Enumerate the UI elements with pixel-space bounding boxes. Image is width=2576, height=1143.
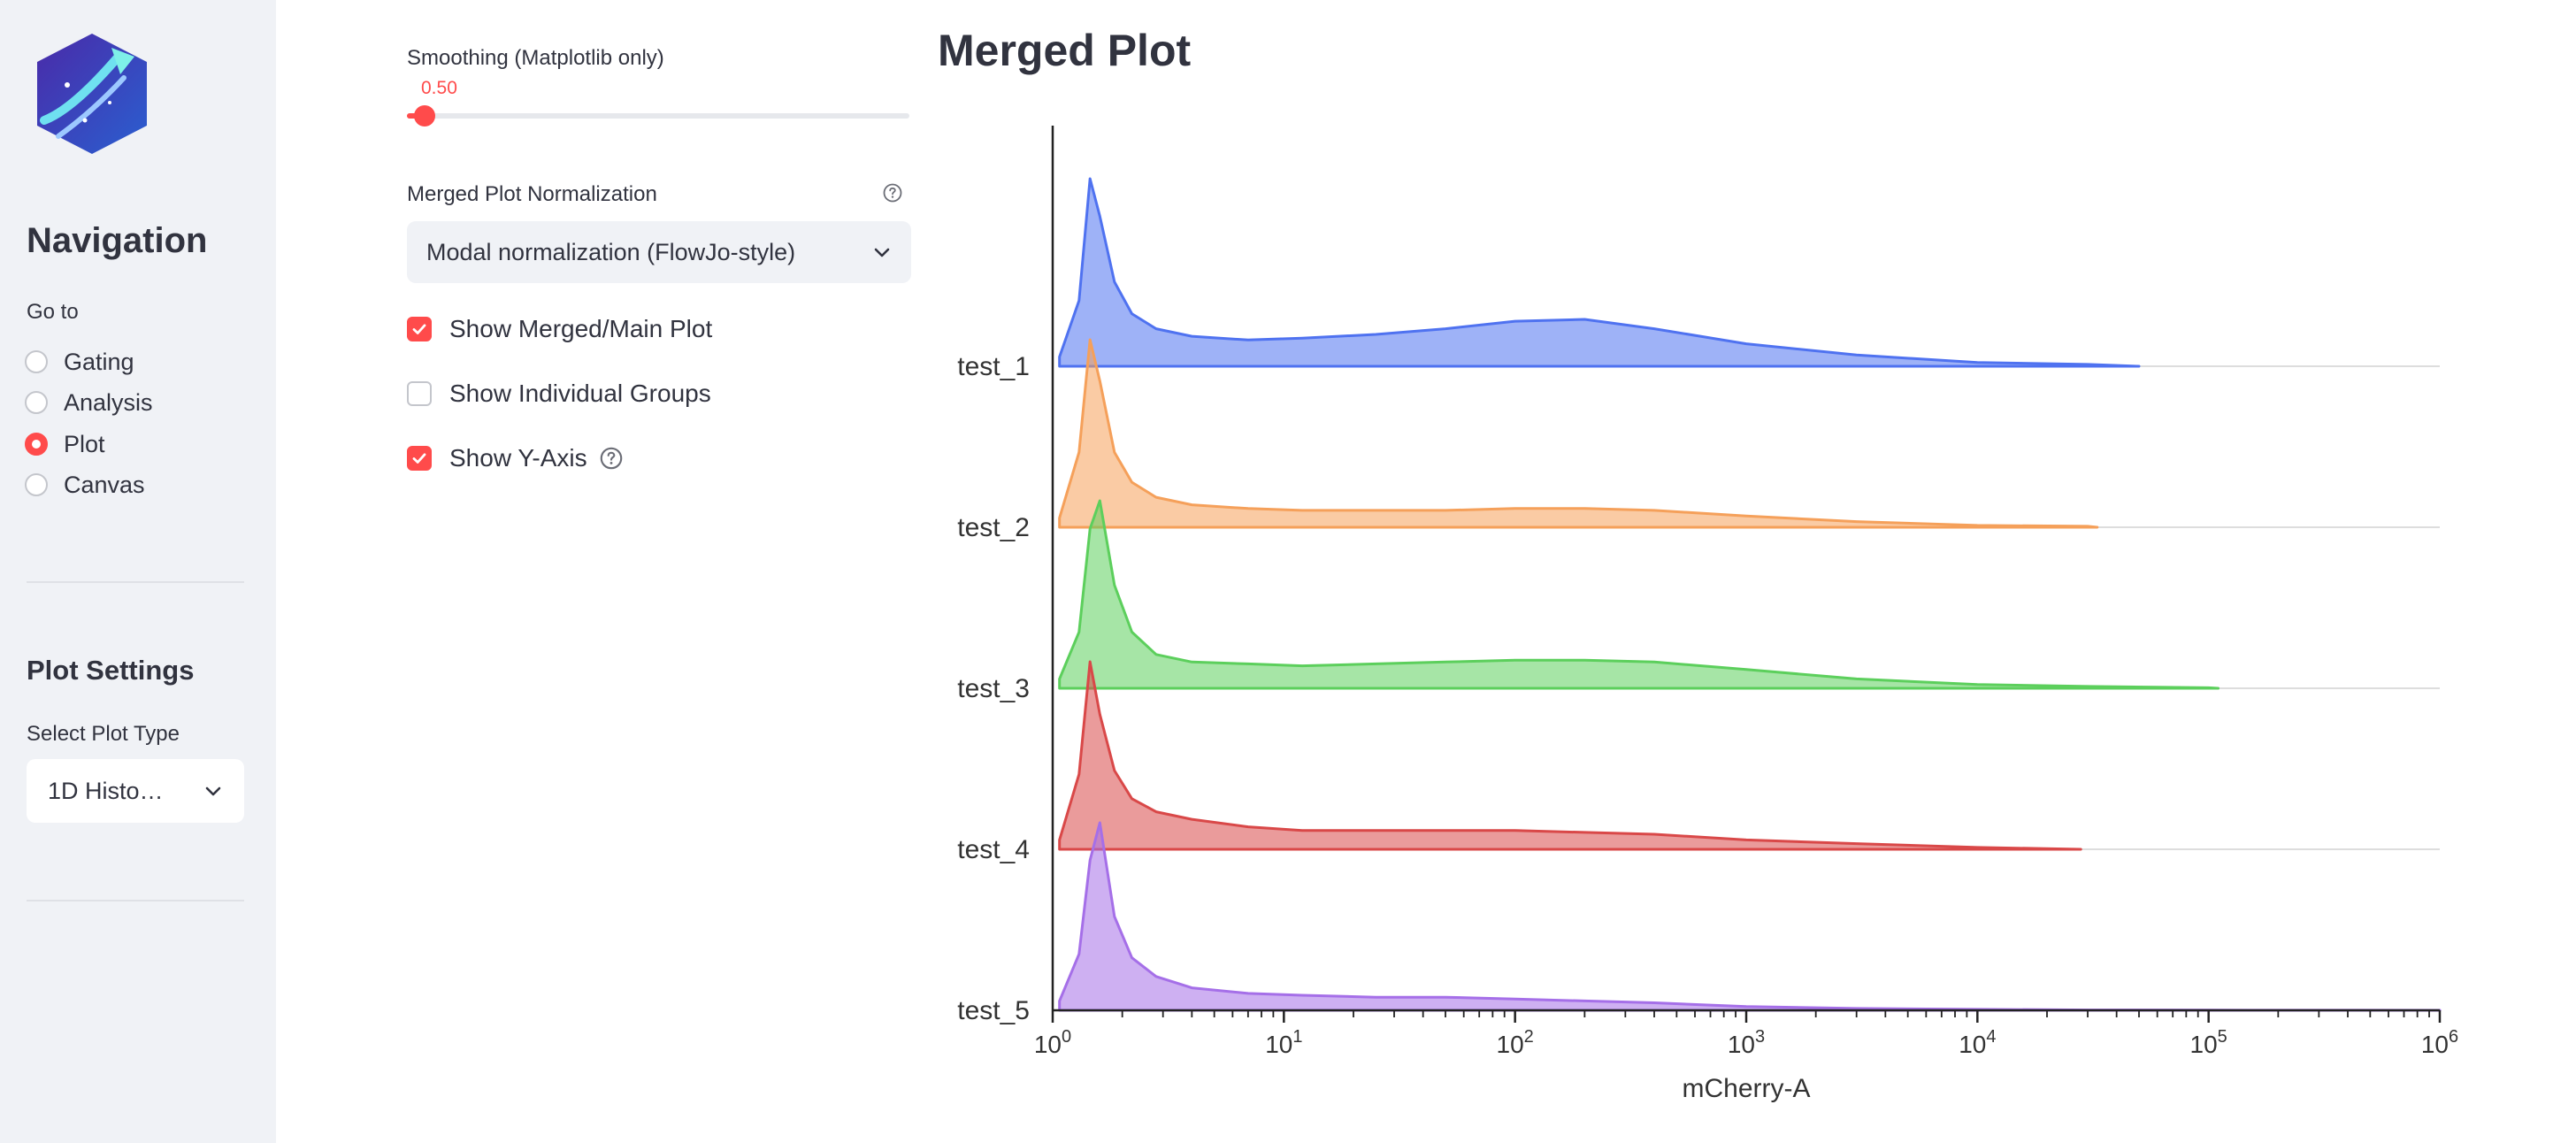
x-tick-label: 102 <box>1497 1027 1534 1058</box>
series-area <box>1058 338 2099 529</box>
normalization-label: Merged Plot Normalization <box>407 182 657 206</box>
app-logo <box>37 34 147 154</box>
normalization-value: Modal normalization (FlowJo-style) <box>426 238 796 265</box>
question-circle-icon[interactable] <box>600 447 623 470</box>
smoothing-slider[interactable] <box>407 105 909 127</box>
smoothing-label: Smoothing (Matplotlib only) <box>407 46 664 70</box>
series-label: test_2 <box>957 513 1030 542</box>
series-area <box>1058 177 2141 368</box>
series-label: test_3 <box>957 674 1030 703</box>
plot-settings-title: Plot Settings <box>27 655 195 686</box>
nav-radio-label: Canvas <box>64 471 145 498</box>
x-tick-label: 101 <box>1265 1027 1302 1058</box>
checkbox-label: Show Merged/Main Plot <box>449 315 713 342</box>
series-test_4: test_4 <box>957 660 2440 864</box>
series-label: test_5 <box>957 996 1030 1025</box>
series-area <box>1058 821 2442 1012</box>
series-label: test_4 <box>957 835 1030 864</box>
x-tick-label: 100 <box>1034 1027 1071 1058</box>
checkbox-unchecked[interactable] <box>407 381 432 406</box>
plot-type-value: 1D Histo… <box>48 777 164 804</box>
sidebar-divider <box>27 900 244 901</box>
series-label: test_1 <box>957 352 1030 381</box>
series-test_5: test_5 <box>957 821 2442 1025</box>
checkbox-label: Show Individual Groups <box>449 380 711 407</box>
checkbox-checked[interactable] <box>407 317 432 341</box>
select-plot-type-label: Select Plot Type <box>27 722 180 746</box>
sidebar-divider <box>27 581 244 583</box>
check-icon <box>412 324 426 334</box>
plot-type-select[interactable]: 1D Histo… <box>27 759 244 823</box>
normalization-select[interactable]: Modal normalization (FlowJo-style) <box>407 221 911 283</box>
nav-radio-canvas[interactable]: Canvas <box>25 467 145 502</box>
radio-circle[interactable] <box>25 391 48 414</box>
merged-histogram-chart: test_1 test_2 test_3 test_4 test_5 100 101 102… <box>957 126 2458 1103</box>
x-axis-label: mCherry-A <box>1682 1074 1810 1103</box>
checkbox-checked[interactable] <box>407 446 432 471</box>
x-tick-label: 106 <box>2421 1027 2458 1058</box>
series-layer: test_1 test_2 test_3 test_4 test_5 <box>957 177 2442 1025</box>
question-circle-icon[interactable] <box>883 183 902 203</box>
series-test_2: test_2 <box>957 338 2440 542</box>
show-merged-checkbox[interactable]: Show Merged/Main Plot <box>407 311 712 347</box>
goto-label: Go to <box>27 300 79 324</box>
nav-radio-label: Gating <box>64 348 134 375</box>
series-area <box>1058 499 2220 690</box>
nav-radio-label: Analysis <box>64 388 153 416</box>
check-icon <box>412 453 426 464</box>
radio-circle[interactable] <box>25 473 48 496</box>
sidebar: Navigation Go to Gating Analysis Plot Ca… <box>0 0 276 1143</box>
plot-title: Merged Plot <box>938 26 1192 75</box>
series-area <box>1058 660 2082 851</box>
slider-thumb[interactable] <box>413 105 435 127</box>
series-test_3: test_3 <box>957 499 2440 703</box>
x-tick-label: 104 <box>1959 1027 1996 1058</box>
radio-circle-selected[interactable] <box>25 433 48 456</box>
show-individual-checkbox[interactable]: Show Individual Groups <box>407 376 711 411</box>
smoothing-value: 0.50 <box>421 78 457 98</box>
checkbox-label: Show Y-Axis <box>449 444 587 472</box>
nav-title: Navigation <box>27 221 208 260</box>
x-tick-label: 103 <box>1728 1027 1765 1058</box>
nav-radio-analysis[interactable]: Analysis <box>25 385 153 420</box>
nav-radio-label: Plot <box>64 430 105 457</box>
chevron-down-icon <box>205 786 221 796</box>
nav-radio-gating[interactable]: Gating <box>25 344 134 380</box>
series-test_1: test_1 <box>957 177 2440 381</box>
radio-circle[interactable] <box>25 350 48 373</box>
nav-radio-plot[interactable]: Plot <box>25 426 105 462</box>
show-yaxis-checkbox[interactable]: Show Y-Axis <box>407 441 623 476</box>
x-tick-layer: 100 101 102 103 104 105 106 <box>1034 1010 2458 1058</box>
x-tick-label: 105 <box>2190 1027 2227 1058</box>
chevron-down-icon <box>874 248 890 257</box>
